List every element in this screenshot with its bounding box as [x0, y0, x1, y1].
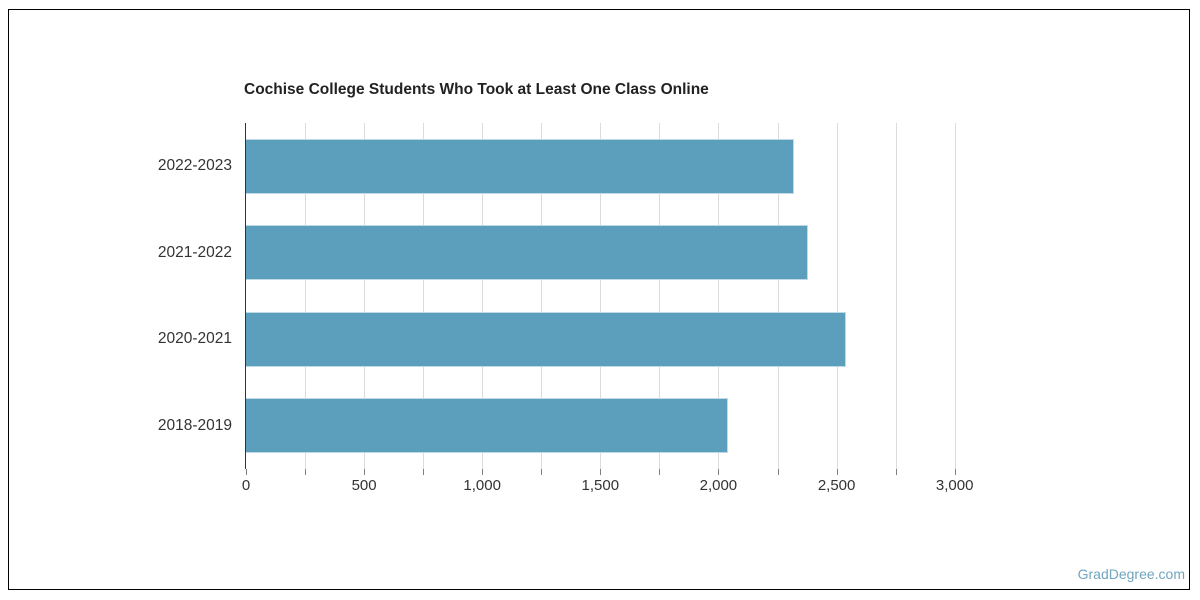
x-tick-label: 2,500	[817, 477, 856, 494]
axis-tick	[305, 469, 307, 475]
gridline	[954, 123, 956, 469]
gridline	[305, 123, 307, 469]
axis-tick	[364, 469, 366, 475]
y-axis-labels: 2022-2023 2021-2022 2020-2021 2018-2019	[0, 123, 232, 469]
x-tick-label: 1,000	[463, 477, 501, 494]
gridline	[600, 123, 602, 469]
x-tick-label: 2,000	[699, 477, 738, 494]
axis-tick	[836, 469, 838, 475]
chart-title: Cochise College Students Who Took at Lea…	[244, 81, 709, 98]
category-label: 2018-2019	[157, 416, 232, 434]
x-tick-label: 0	[241, 477, 251, 494]
x-axis-ticks	[246, 469, 996, 476]
x-tick-label: 3,000	[935, 477, 974, 494]
bar	[246, 398, 728, 454]
category-label: 2020-2021	[157, 330, 232, 348]
gridline	[718, 123, 720, 469]
axis-tick	[895, 469, 897, 475]
gridline	[777, 123, 779, 469]
category-label: 2021-2022	[157, 243, 232, 261]
bar	[246, 225, 809, 281]
watermark-link[interactable]: GradDegree.com	[1077, 566, 1185, 582]
gridline	[541, 123, 543, 469]
gridline	[482, 123, 484, 469]
x-axis-labels: 0 500 1,000 1,500 2,000 2,500 3,000	[242, 477, 1026, 497]
gridline	[895, 123, 897, 469]
axis-tick	[541, 469, 543, 475]
plot-area	[245, 123, 996, 469]
x-tick-label: 1,500	[581, 477, 620, 494]
bar	[246, 311, 846, 367]
gridline	[423, 123, 425, 469]
axis-tick	[659, 469, 661, 475]
bar	[246, 138, 794, 194]
axis-tick	[423, 469, 425, 475]
category-label: 2022-2023	[157, 157, 232, 175]
gridline	[364, 123, 366, 469]
axis-tick	[600, 469, 602, 475]
axis-tick	[718, 469, 720, 475]
axis-tick	[777, 469, 779, 475]
axis-tick	[954, 469, 956, 475]
chart-frame	[8, 9, 1190, 590]
gridline	[836, 123, 838, 469]
axis-tick	[246, 469, 247, 475]
x-tick-label: 500	[351, 477, 377, 494]
axis-tick	[482, 469, 484, 475]
gridline	[659, 123, 661, 469]
